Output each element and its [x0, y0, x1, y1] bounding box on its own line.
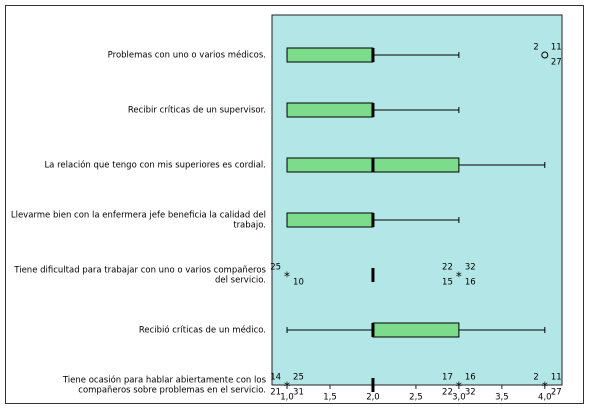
x-tick-label: 1,0	[280, 393, 294, 403]
outlier-id: 25	[293, 373, 304, 383]
x-tick-label: 3,5	[495, 393, 509, 403]
outlier-id: 32	[465, 263, 476, 273]
outlier-id: 16	[465, 373, 476, 383]
x-tick-label: 2,5	[409, 393, 423, 403]
box	[286, 102, 374, 118]
category-label: Llevarme bien con la enfermera jefe bene…	[11, 211, 266, 221]
outlier-id: 27	[551, 388, 562, 398]
category-label: del servicio.	[215, 276, 266, 286]
box	[372, 322, 460, 338]
outlier-id: 14	[270, 373, 281, 383]
extreme-outlier: *	[456, 380, 462, 394]
outlier-id: 2	[533, 373, 538, 383]
category-label: Recibió críticas de un médico.	[139, 325, 266, 336]
outlier-id: 15	[442, 278, 453, 288]
x-tick-label: 4,0	[538, 393, 552, 403]
outlier	[541, 51, 549, 59]
outlier-id: 11	[551, 43, 562, 53]
outlier-id: 10	[293, 278, 304, 288]
outlier-id: 25	[270, 263, 281, 273]
category-label: Problemas con uno o varios médicos.	[108, 50, 266, 61]
outlier-id: 32	[465, 388, 476, 398]
outlier-id: 22	[442, 263, 453, 273]
x-tick-label: 1,5	[323, 393, 337, 403]
category-label: Recibir críticas de un supervisor.	[128, 106, 266, 116]
outlier-id: 27	[551, 58, 562, 68]
outlier-id: 17	[442, 373, 453, 383]
outlier-id: 22	[442, 388, 453, 398]
outlier-id: 11	[551, 373, 562, 383]
category-label: compañeros sobre problemas en el servici…	[78, 386, 266, 396]
x-tick-label: 2,0	[366, 393, 380, 403]
category-label: trabajo.	[233, 221, 266, 231]
extreme-outlier: *	[284, 380, 290, 394]
outlier-id: 16	[465, 278, 476, 288]
category-label: Tiene dificultad para trabajar con uno o…	[13, 266, 266, 276]
box	[286, 47, 374, 63]
outlier-id: 2	[533, 43, 538, 53]
category-label: La relación que tengo con mis superiores…	[44, 160, 266, 171]
outlier-id: 31	[293, 388, 304, 398]
extreme-outlier: *	[542, 380, 548, 394]
category-label: Tiene ocasión para hablar abiertamente c…	[62, 375, 267, 386]
extreme-outlier: *	[284, 270, 290, 284]
extreme-outlier: *	[456, 270, 462, 284]
outlier-id: 21	[270, 388, 281, 398]
x-tick-label: 3,0	[452, 393, 466, 403]
box	[286, 212, 374, 228]
